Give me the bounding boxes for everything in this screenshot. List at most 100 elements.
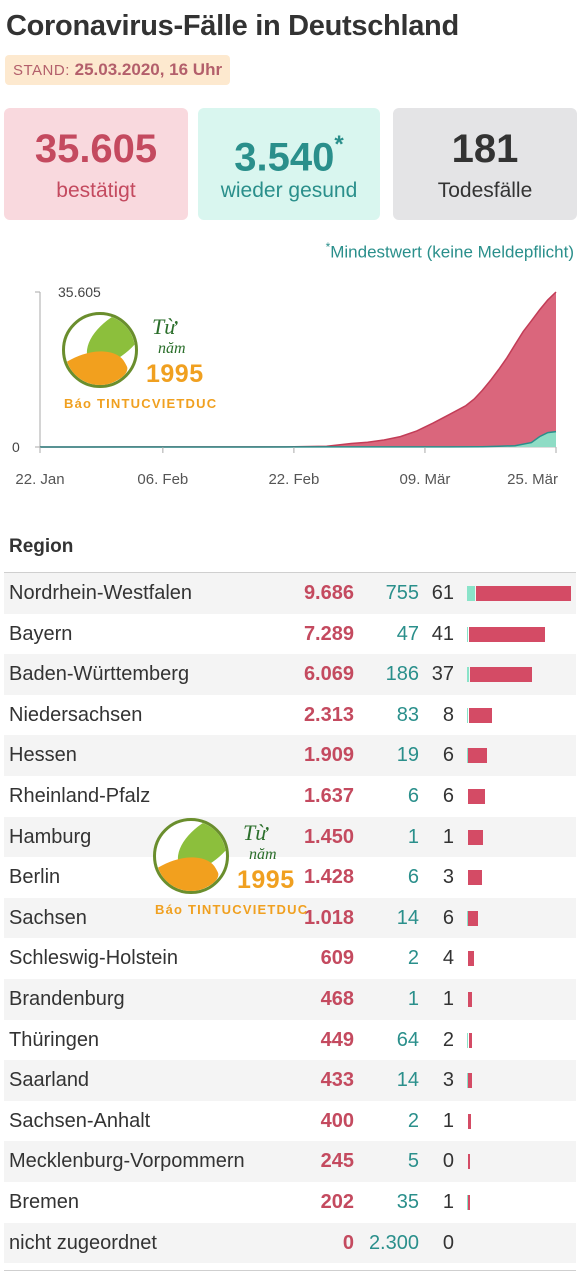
watermark-line2: năm (249, 846, 277, 863)
deaths-count: 61 (431, 582, 454, 604)
region-name: Bremen (9, 1190, 80, 1213)
watermark-logo-2: Từ năm 1995 Báo TINTUCVIETDUC (153, 818, 333, 928)
recovered-count: 83 (396, 703, 419, 726)
status-badge: STAND: 25.03.2020, 16 Uhr (5, 55, 231, 85)
recovered-count: 64 (396, 1028, 419, 1051)
confirmed-bar-segment (468, 748, 488, 764)
footnote-marker: * (325, 240, 331, 254)
y-tick-label: 35.605 (58, 284, 101, 300)
region-name: Niedersachsen (9, 703, 143, 726)
deaths-count: 1 (442, 987, 454, 1010)
deaths-count: 1 (442, 825, 454, 848)
table-row: Hamburg 1.450 1 1 (4, 816, 576, 858)
table-row: Mecklenburg-Vorpommern 245 5 0 (4, 1141, 576, 1182)
deaths-count: 0 (442, 1150, 454, 1173)
deaths-count: 8 (442, 703, 454, 726)
region-name: Hessen (9, 744, 77, 767)
recovered-count: 2 (407, 1109, 419, 1132)
table-row: Baden-Württemberg 6.069 186 37 (4, 654, 576, 695)
table-row: Saarland 433 14 3 (4, 1060, 576, 1101)
x-tick-label: 09. Mär (400, 471, 451, 488)
table-row: Bayern 7.289 47 41 (4, 614, 576, 655)
footnote-text: Mindestwert (keine Meldepflicht) (330, 242, 574, 262)
watermark-year: 1995 (146, 360, 204, 388)
region-bar (467, 829, 483, 845)
recovered-count: 755 (385, 582, 419, 604)
recovered-count: 6 (407, 866, 419, 889)
confirmed-label: bestätigt (56, 179, 136, 202)
deaths-count: 3 (442, 1069, 454, 1092)
region-name: Nordrhein-Westfalen (9, 582, 193, 604)
recovered-count: 14 (396, 906, 419, 929)
confirmed-count: 468 (320, 987, 354, 1010)
watermark-brand: Báo TINTUCVIETDUC (155, 902, 309, 917)
region-name: Mecklenburg-Vorpommern (9, 1150, 245, 1173)
deaths-count: 6 (442, 906, 454, 929)
table-bottom-divider (4, 1270, 576, 1271)
x-tick-label: 25. Mär (507, 471, 558, 488)
region-name: Brandenburg (9, 987, 125, 1010)
deaths-count: 4 (442, 947, 454, 970)
confirmed-count: 1.018 (303, 906, 354, 929)
region-bar (467, 667, 533, 683)
region-name: Berlin (9, 866, 61, 889)
watermark-logo: Từ năm 1995 Báo TINTUCVIETDUC (62, 312, 242, 422)
region-bar (467, 951, 474, 967)
confirmed-bar-segment (468, 829, 483, 845)
recovered-count: 14 (396, 1069, 419, 1092)
confirmed-count: 6.069 (303, 663, 354, 686)
deaths-count: 3 (442, 866, 454, 889)
table-row: Brandenburg 468 1 1 (4, 978, 576, 1020)
recovered-bar-segment (467, 1032, 468, 1048)
table-row: nicht zugeordnet 0 2.300 0 (4, 1222, 576, 1264)
table-row: Nordrhein-Westfalen 9.686 755 61 (4, 573, 576, 614)
region-bar (467, 586, 571, 601)
confirmed-bar-segment (476, 586, 571, 601)
table-row: Sachsen 1.018 14 6 (4, 897, 576, 939)
region-bar (467, 870, 483, 886)
confirmed-bar-segment (468, 991, 472, 1007)
page-title: Coronavirus-Fälle in Deutschland (6, 10, 459, 42)
region-bar (467, 1032, 472, 1048)
region-bar (467, 1194, 471, 1210)
deaths-count: 1 (442, 1109, 454, 1132)
region-bar (467, 1073, 472, 1089)
region-name: Saarland (9, 1069, 90, 1092)
deaths-value: 181 (451, 127, 519, 171)
region-name: Sachsen (9, 906, 87, 929)
region-name: nicht zugeordnet (9, 1231, 157, 1254)
confirmed-bar-segment (468, 788, 485, 804)
confirmed-count: 1.428 (303, 866, 354, 889)
confirmed-bar-segment (468, 1194, 471, 1210)
table-header-region: Region (9, 536, 74, 557)
region-bar (467, 748, 488, 764)
confirmed-count: 449 (320, 1028, 354, 1051)
recovered-value: 3.540 (234, 135, 335, 180)
confirmed-count: 245 (320, 1150, 354, 1173)
deaths-count: 6 (442, 784, 454, 807)
region-name: Rheinland-Pfalz (9, 784, 151, 807)
logo-icon (62, 312, 138, 388)
recovered-card: 3.540* wieder gesund (198, 108, 380, 220)
confirmed-count: 1.909 (303, 744, 354, 767)
table-row: Berlin 1.428 6 3 (4, 857, 576, 898)
confirmed-bar-segment (468, 707, 492, 723)
x-tick-label: 06. Feb (137, 471, 188, 488)
watermark-line1: Từ (152, 314, 177, 339)
deaths-count: 1 (442, 1190, 454, 1213)
recovered-value-wrap: 3.540* (198, 126, 380, 180)
recovered-count: 2 (407, 947, 419, 970)
recovered-bar-segment (467, 586, 476, 601)
table-row: Schleswig-Holstein 609 2 4 (4, 938, 576, 979)
footnote: *Mindestwert (keine Meldepflicht) (326, 240, 574, 263)
deaths-count: 6 (442, 744, 454, 767)
recovered-count: 1 (407, 825, 419, 848)
confirmed-bar-segment (468, 1154, 471, 1170)
table-row: Niedersachsen 2.313 83 8 (4, 695, 576, 736)
confirmed-count: 202 (320, 1190, 354, 1213)
table-row: Rheinland-Pfalz 1.637 6 6 (4, 776, 576, 817)
confirmed-count: 609 (320, 947, 354, 970)
deaths-count: 0 (442, 1231, 454, 1254)
recovered-count: 1 (407, 987, 419, 1010)
recovered-count: 47 (396, 622, 419, 645)
